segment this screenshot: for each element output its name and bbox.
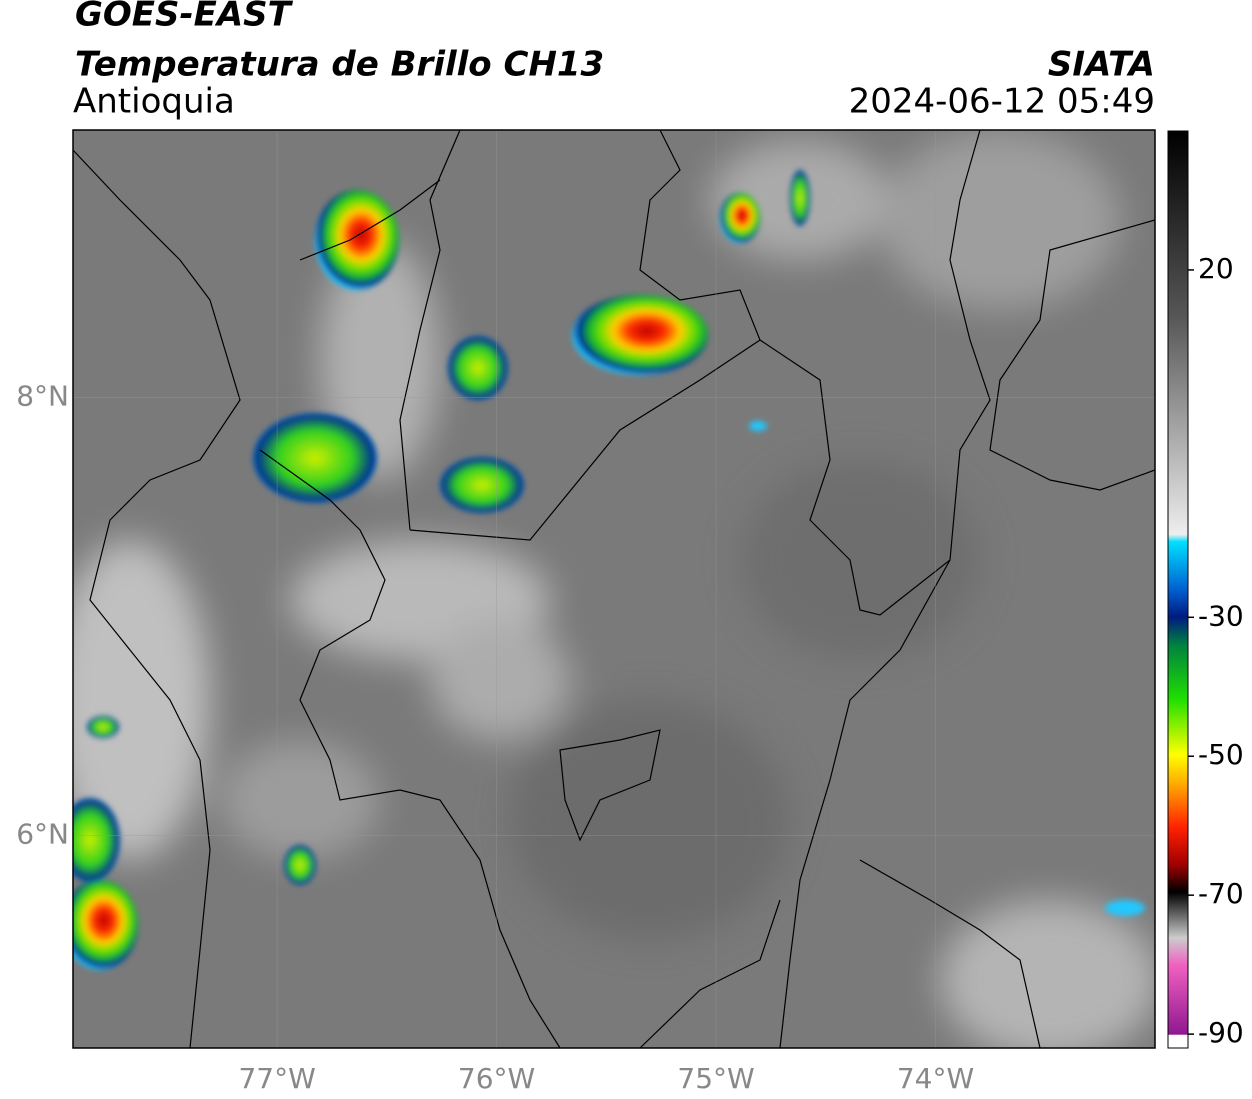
- title: GOES-EAST: [75, 0, 294, 35]
- colorbar-tick-label: -30: [1198, 599, 1244, 632]
- graticule: [73, 130, 1155, 1048]
- x-tick-label: 74°W: [897, 1062, 974, 1095]
- colorbar-tick-label: -50: [1198, 738, 1244, 771]
- borders: [73, 130, 1155, 1048]
- x-tick-label: 75°W: [677, 1062, 754, 1095]
- colorbar-tick-label: -90: [1198, 1016, 1244, 1049]
- y-tick-label: 6°N: [16, 817, 69, 850]
- source: SIATA: [1048, 45, 1155, 85]
- region: Antioquia: [73, 82, 235, 122]
- subtitle: Temperatura de Brillo CH13: [75, 45, 604, 85]
- x-tick-label: 76°W: [458, 1062, 535, 1095]
- y-tick-label: 8°N: [16, 379, 69, 412]
- colorbar: [1167, 130, 1189, 1049]
- colorbar-tick-label: 20: [1198, 252, 1234, 285]
- datetime: 2024-06-12 05:49: [849, 82, 1155, 122]
- x-tick-label: 77°W: [238, 1062, 315, 1095]
- map-frame: [72, 129, 1156, 1049]
- satellite-image: [73, 130, 1155, 1048]
- colorbar-tick-label: -70: [1198, 877, 1244, 910]
